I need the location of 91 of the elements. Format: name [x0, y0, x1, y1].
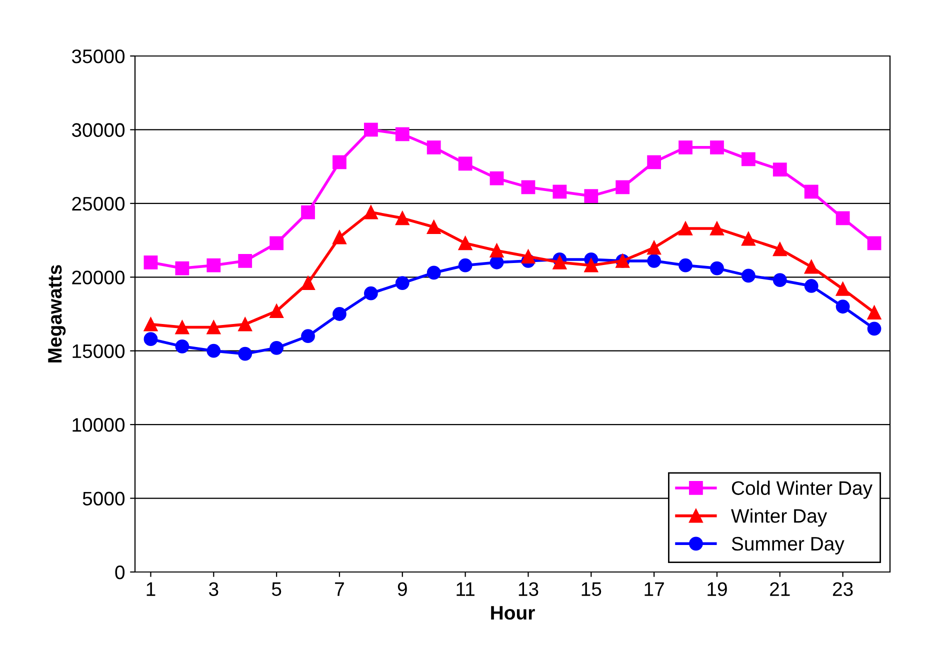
point — [772, 273, 787, 288]
point — [301, 329, 315, 344]
y-tick-label: 5000 — [82, 492, 125, 506]
point — [772, 162, 787, 176]
point — [364, 286, 378, 300]
point — [584, 189, 598, 203]
x-tick-label: 7 — [335, 582, 344, 596]
point — [175, 339, 190, 354]
point — [490, 171, 504, 186]
point — [206, 258, 221, 272]
point — [836, 282, 850, 296]
point — [867, 236, 882, 250]
y-axis-title: Megawatts — [48, 265, 66, 362]
point — [270, 304, 284, 318]
legend-label: Cold Winter Day — [732, 480, 872, 499]
point — [647, 240, 662, 255]
point — [584, 258, 598, 272]
y-tick-label: 30000 — [72, 123, 125, 137]
point — [490, 244, 504, 258]
point — [270, 340, 284, 355]
point — [804, 260, 818, 274]
point — [395, 127, 410, 142]
point — [836, 300, 850, 314]
point — [238, 317, 252, 332]
point — [238, 254, 252, 268]
x-tick-label: 11 — [456, 582, 474, 596]
y-tick-label: 0 — [115, 565, 125, 580]
legend-label: Winter Day — [731, 508, 828, 527]
point — [364, 205, 378, 220]
y-tick-label: 15000 — [72, 344, 125, 358]
point — [647, 254, 662, 268]
point — [332, 307, 346, 321]
point — [395, 211, 410, 226]
point — [332, 230, 346, 244]
point — [175, 320, 190, 334]
point — [741, 268, 756, 283]
point — [175, 261, 190, 276]
point — [395, 276, 410, 290]
y-tick-label: 35000 — [72, 49, 125, 64]
point — [238, 346, 252, 361]
x-tick-label: 19 — [708, 582, 727, 596]
point — [301, 205, 315, 220]
x-tick-label: 5 — [272, 582, 282, 596]
point — [552, 255, 567, 270]
point — [836, 211, 850, 226]
point — [521, 180, 536, 194]
point — [270, 236, 284, 250]
point — [426, 266, 441, 280]
x-tick-label: 13 — [518, 582, 538, 596]
point — [144, 317, 158, 332]
point — [710, 222, 724, 236]
point — [678, 258, 692, 272]
point — [678, 222, 692, 236]
y-tick-label: 10000 — [72, 418, 125, 432]
point — [867, 322, 882, 336]
point — [458, 156, 472, 171]
point — [710, 140, 724, 154]
point — [458, 236, 472, 250]
x-tick-label: 1 — [146, 582, 156, 596]
y-tick-label: 20000 — [72, 270, 125, 284]
x-tick-label: 3 — [208, 582, 218, 596]
point — [616, 180, 630, 194]
x-axis-title: Hour — [491, 606, 535, 620]
point — [144, 255, 158, 270]
point — [772, 242, 787, 256]
point — [647, 155, 662, 170]
x-tick-label: 15 — [582, 582, 602, 596]
point — [741, 232, 756, 246]
x-tick-label: 17 — [644, 582, 664, 596]
point — [426, 140, 441, 154]
point — [458, 258, 472, 272]
point — [332, 155, 346, 170]
point — [426, 220, 441, 234]
point — [521, 250, 536, 264]
point — [867, 306, 882, 320]
x-tick-label: 9 — [398, 582, 407, 596]
legend-label: Summer Day — [732, 536, 844, 554]
point — [552, 184, 567, 199]
point — [301, 276, 315, 290]
point — [206, 320, 221, 334]
point — [804, 279, 818, 293]
x-tick-label: 21 — [770, 582, 790, 596]
point — [364, 122, 378, 137]
point — [144, 332, 158, 346]
point — [206, 344, 221, 358]
point — [804, 184, 818, 199]
x-tick-label: 23 — [832, 582, 853, 596]
point — [741, 152, 756, 166]
y-tick-label: 25000 — [72, 196, 125, 211]
point — [710, 261, 724, 276]
point — [678, 140, 692, 154]
